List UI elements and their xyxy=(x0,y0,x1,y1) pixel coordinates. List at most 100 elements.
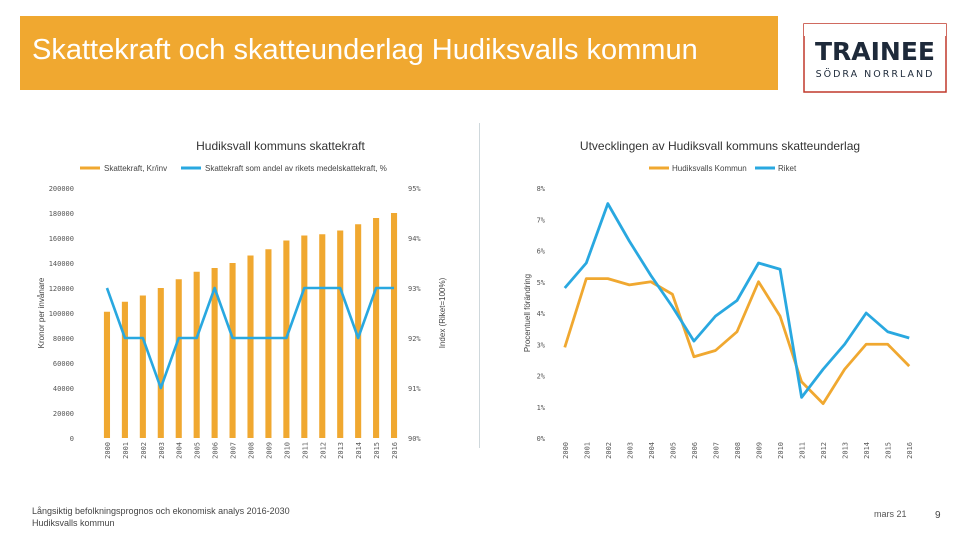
x-tick: 2007 xyxy=(712,442,720,459)
x-tick: 2012 xyxy=(820,442,828,459)
x-tick: 2009 xyxy=(265,442,273,459)
page-number: 9 xyxy=(935,510,941,521)
y-tick: 8% xyxy=(537,185,546,193)
bar xyxy=(337,230,344,438)
y-tick-left: 120000 xyxy=(49,285,74,293)
x-tick: 2002 xyxy=(605,442,613,459)
x-tick: 2014 xyxy=(355,442,363,459)
trainee-logo: TRAINEE SÖDRA NORRLAND xyxy=(803,23,947,93)
x-tick: 2006 xyxy=(691,442,699,459)
x-tick: 2015 xyxy=(885,442,893,459)
x-tick: 2005 xyxy=(669,442,677,459)
skatteunderlag-chart: Utvecklingen av Hudiksvall kommuns skatt… xyxy=(486,125,930,470)
y-tick-left: 40000 xyxy=(53,385,74,393)
riket-line xyxy=(563,202,910,399)
source-note: Långsiktig befolkningsprognos och ekonom… xyxy=(32,505,290,529)
y-tick: 0% xyxy=(537,435,546,443)
y-tick: 6% xyxy=(537,248,546,256)
y-tick-left: 100000 xyxy=(49,310,74,318)
x-tick: 2014 xyxy=(863,442,871,459)
x-tick: 2013 xyxy=(337,442,345,459)
y-axis-label-right: Index (Riket=100%) xyxy=(438,277,447,348)
bar xyxy=(247,255,254,438)
x-tick: 2016 xyxy=(391,442,399,459)
skatteunderlag-svg: Utvecklingen av Hudiksvall kommuns skatt… xyxy=(523,139,914,459)
x-tick: 2011 xyxy=(301,442,309,459)
y-tick-left: 140000 xyxy=(49,260,74,268)
date-label: mars 21 xyxy=(874,509,907,519)
legend-label-riket: Riket xyxy=(778,164,797,173)
x-tick: 2001 xyxy=(583,442,591,459)
x-tick: 2010 xyxy=(777,442,785,459)
bar xyxy=(319,234,326,438)
bar xyxy=(229,263,236,438)
bar xyxy=(193,271,200,438)
y-tick: 3% xyxy=(537,341,546,349)
x-tick: 2000 xyxy=(104,442,112,459)
y-tick-right: 94% xyxy=(408,235,421,243)
y-axis-label: Procentuell förändring xyxy=(523,274,532,352)
x-tick: 2004 xyxy=(176,442,184,459)
page-title: Skattekraft och skatteunderlag Hudiksval… xyxy=(32,34,698,66)
y-tick: 7% xyxy=(537,216,546,224)
bar xyxy=(390,213,398,438)
bar xyxy=(139,295,146,438)
legend-label-bars: Skattekraft, Kr/inv xyxy=(104,164,167,173)
source-line-2: Hudiksvalls kommun xyxy=(32,518,115,528)
bar xyxy=(211,268,218,438)
bar xyxy=(103,311,111,438)
logo-word: TRAINEE xyxy=(815,37,935,66)
x-tick: 2007 xyxy=(230,442,238,459)
y-tick-right: 91% xyxy=(408,385,421,393)
y-axis-label-left: Kronor per invånare xyxy=(37,277,46,348)
x-tick: 2001 xyxy=(122,442,130,459)
skattekraft-svg: Hudiksvall kommuns skattekraft Skattekraf… xyxy=(37,139,447,459)
x-tick: 2005 xyxy=(194,442,202,459)
x-tick: 2008 xyxy=(248,442,256,459)
bar xyxy=(301,235,308,438)
y-tick-left: 60000 xyxy=(53,360,74,368)
y-tick-left: 180000 xyxy=(49,210,74,218)
x-tick: 2000 xyxy=(562,442,570,459)
legend-label-kommun: Hudiksvalls Kommun xyxy=(672,164,747,173)
bar xyxy=(121,301,128,438)
x-tick: 2008 xyxy=(734,442,742,459)
kommun-line xyxy=(563,277,911,406)
x-tick: 2003 xyxy=(626,442,634,459)
x-tick: 2010 xyxy=(283,442,291,459)
index-line xyxy=(105,286,395,390)
x-tick: 2013 xyxy=(842,442,850,459)
x-tick: 2011 xyxy=(799,442,807,459)
title-banner: Skattekraft och skatteunderlag Hudiksval… xyxy=(20,16,778,90)
y-tick-right: 95% xyxy=(408,185,421,193)
x-tick: 2006 xyxy=(212,442,220,459)
x-tick: 2012 xyxy=(319,442,327,459)
y-tick-left: 20000 xyxy=(53,410,74,418)
logo-subword: SÖDRA NORRLAND xyxy=(816,69,935,80)
bar xyxy=(373,218,380,438)
y-tick-right: 90% xyxy=(408,435,421,443)
bar xyxy=(175,279,182,438)
source-line-1: Långsiktig befolkningsprognos och ekonom… xyxy=(32,506,290,516)
x-tick: 2016 xyxy=(906,442,914,459)
bar xyxy=(355,224,362,438)
x-tick: 2002 xyxy=(140,442,148,459)
y-tick-left: 200000 xyxy=(49,185,74,193)
bar xyxy=(265,249,272,438)
bar xyxy=(157,288,164,438)
legend-label-line: Skattekraft som andel av rikets medelska… xyxy=(205,164,387,173)
y-tick: 1% xyxy=(537,404,546,412)
skattekraft-chart: Hudiksvall kommuns skattekraft Skattekraf… xyxy=(28,125,458,470)
chart-title: Hudiksvall kommuns skattekraft xyxy=(196,139,365,153)
y-tick-left: 160000 xyxy=(49,235,74,243)
chart-divider xyxy=(479,123,480,448)
chart-title: Utvecklingen av Hudiksvall kommuns skatt… xyxy=(580,139,860,153)
y-tick-right: 93% xyxy=(408,285,421,293)
y-tick-left: 80000 xyxy=(53,335,74,343)
x-tick: 2004 xyxy=(648,442,656,459)
x-tick: 2009 xyxy=(756,442,764,459)
y-tick: 5% xyxy=(537,279,546,287)
y-tick-left: 0 xyxy=(70,435,74,443)
y-tick-right: 92% xyxy=(408,335,421,343)
y-tick: 4% xyxy=(537,310,546,318)
